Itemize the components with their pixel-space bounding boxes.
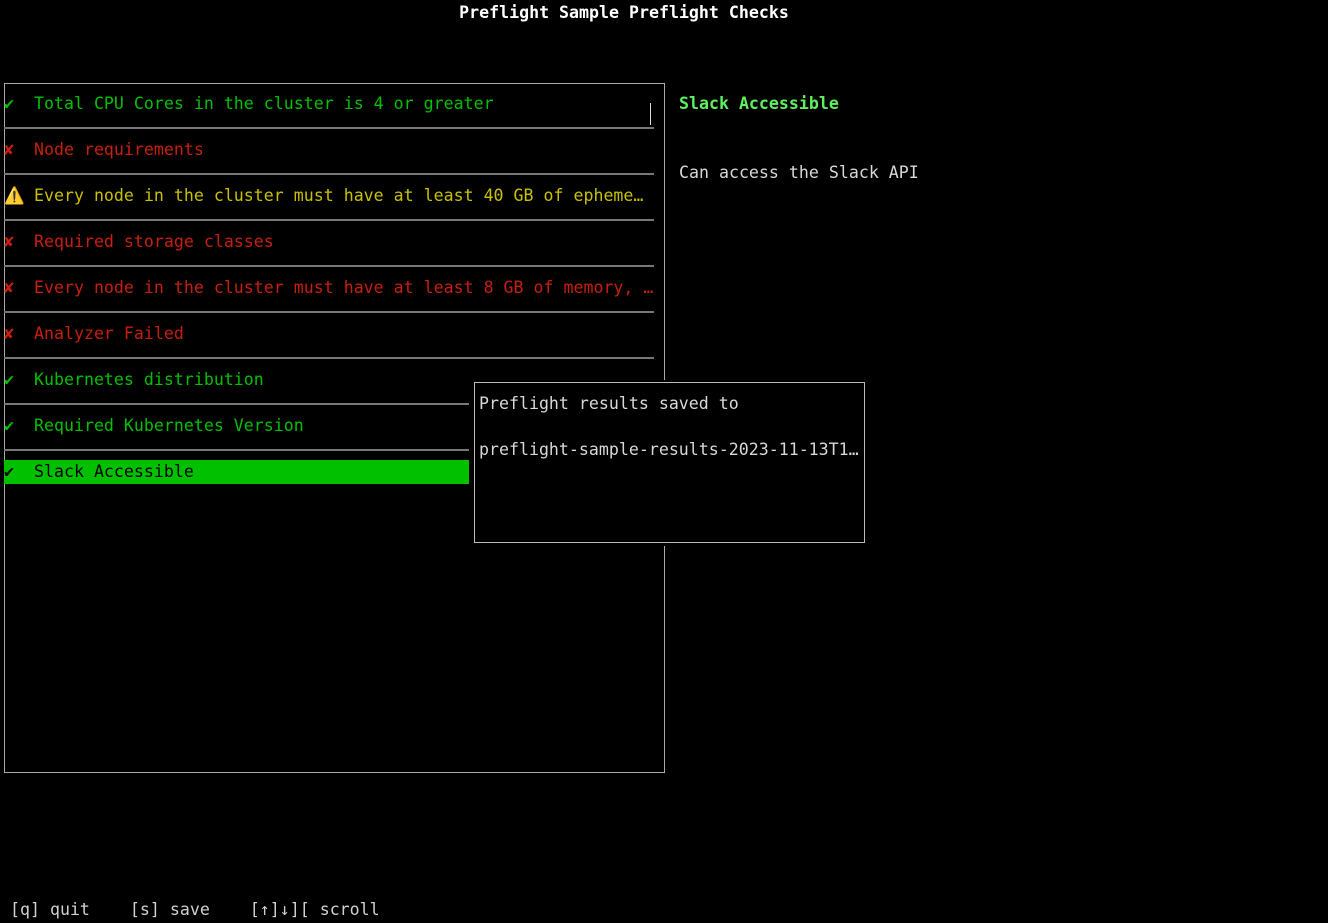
row-divider (4, 219, 654, 221)
cross-icon: ✘ (4, 324, 14, 343)
check-label: Node requirements (34, 140, 204, 159)
detail-title: Slack Accessible (679, 94, 839, 113)
row-divider (4, 173, 654, 175)
check-label: Kubernetes distribution (34, 370, 264, 389)
row-divider (4, 403, 654, 405)
row-divider (4, 265, 654, 267)
warning-icon: ⚠️ (4, 186, 25, 205)
row-divider (4, 357, 654, 359)
check-label: Required Kubernetes Version (34, 416, 304, 435)
cross-icon: ✘ (4, 140, 14, 159)
check-row[interactable]: ✘ Node requirements (4, 138, 654, 162)
check-icon: ✔ (4, 370, 14, 389)
check-row[interactable]: ✘ Required storage classes (4, 230, 654, 254)
check-label: Every node in the cluster must have at l… (34, 278, 654, 297)
check-row[interactable]: ✔ Total CPU Cores in the cluster is 4 or … (4, 92, 654, 116)
check-label: Total CPU Cores in the cluster is 4 or g… (34, 94, 494, 113)
check-label: Analyzer Failed (34, 324, 184, 343)
check-row[interactable]: ⚠️ Every node in the cluster must have at… (4, 184, 654, 208)
detail-description: Can access the Slack API (679, 163, 919, 182)
cross-icon: ✘ (4, 278, 14, 297)
check-row[interactable]: ✔ Kubernetes distribution (4, 368, 654, 392)
dialog-filename: preflight-sample-results-2023-11-13T1… (479, 440, 859, 459)
check-icon: ✔ (4, 462, 14, 481)
check-label: Slack Accessible (34, 462, 194, 481)
check-row[interactable]: ✔ Required Kubernetes Version (4, 414, 654, 438)
row-divider (4, 127, 654, 129)
dialog-message: Preflight results saved to (479, 394, 739, 413)
footer-keybindings: [q] quit [s] save [↑]↓][ scroll (10, 900, 380, 919)
check-icon: ✔ (4, 94, 14, 113)
check-row[interactable]: ✘ Every node in the cluster must have at … (4, 276, 654, 300)
check-icon: ✔ (4, 416, 14, 435)
check-label: Every node in the cluster must have at l… (34, 186, 644, 205)
save-results-dialog: Preflight results saved to preflight-sam… (474, 382, 865, 543)
row-divider (4, 449, 654, 451)
check-label: Required storage classes (34, 232, 274, 251)
window-title: Preflight Sample Preflight Checks (459, 3, 789, 22)
cross-icon: ✘ (4, 232, 14, 251)
check-row[interactable]: ✘ Analyzer Failed (4, 322, 654, 346)
row-divider (4, 311, 654, 313)
text-cursor (650, 103, 651, 125)
